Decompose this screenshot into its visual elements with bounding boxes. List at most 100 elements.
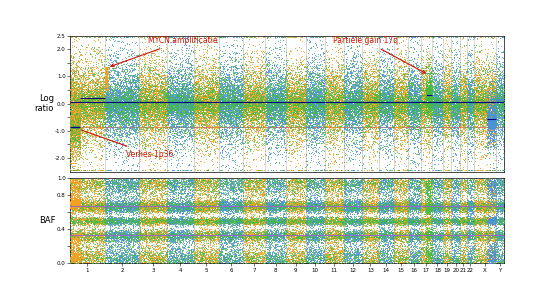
Point (167, 104, 176, 109)
Point (412, 191, 421, 196)
Point (98, 221, 107, 226)
Point (275, 126, 284, 131)
Point (255, 101, 264, 105)
Point (391, 101, 400, 106)
Point (157, 115, 166, 119)
Point (468, 89, 477, 94)
Point (366, 100, 375, 105)
Point (284, 104, 293, 109)
Point (253, 99, 262, 103)
Point (91, 110, 100, 115)
Point (146, 99, 155, 103)
Point (464, 208, 473, 213)
Point (223, 200, 232, 204)
Point (217, 126, 226, 131)
Point (138, 178, 147, 183)
Point (414, 250, 423, 255)
Point (165, 103, 174, 108)
Point (395, 210, 404, 215)
Point (121, 210, 130, 214)
Point (248, 90, 256, 95)
Point (86, 98, 95, 103)
Point (479, 213, 488, 218)
Point (456, 113, 465, 118)
Point (488, 207, 497, 211)
Point (389, 102, 398, 107)
Point (423, 209, 432, 214)
Point (326, 94, 335, 99)
Point (251, 98, 260, 103)
Point (249, 103, 258, 108)
Point (262, 102, 271, 107)
Point (228, 220, 237, 225)
Point (178, 205, 187, 209)
Point (78, 251, 87, 256)
Point (461, 230, 470, 235)
Point (168, 75, 177, 80)
Point (254, 89, 263, 94)
Point (482, 120, 491, 125)
Point (260, 215, 269, 220)
Point (392, 222, 401, 227)
Point (183, 103, 192, 108)
Point (97, 234, 106, 239)
Point (220, 217, 228, 221)
Point (399, 143, 408, 148)
Point (80, 220, 89, 224)
Point (344, 181, 353, 186)
Point (381, 231, 390, 236)
Point (132, 112, 141, 117)
Point (195, 178, 204, 182)
Point (170, 220, 179, 225)
Point (88, 65, 97, 69)
Point (350, 238, 359, 242)
Point (376, 139, 385, 143)
Point (419, 109, 428, 113)
Point (322, 112, 331, 117)
Point (281, 205, 290, 210)
Point (250, 222, 259, 227)
Point (366, 94, 375, 99)
Point (73, 217, 82, 221)
Point (268, 203, 277, 208)
Point (426, 247, 435, 252)
Point (215, 204, 224, 208)
Point (236, 106, 245, 111)
Point (473, 182, 482, 186)
Point (274, 254, 283, 258)
Point (76, 251, 85, 256)
Point (409, 96, 418, 101)
Point (70, 125, 79, 130)
Point (331, 206, 340, 210)
Point (82, 87, 91, 92)
Point (440, 83, 449, 88)
Point (435, 83, 444, 88)
Point (297, 199, 306, 204)
Point (87, 189, 96, 194)
Point (272, 101, 281, 106)
Point (97, 52, 106, 57)
Point (147, 182, 156, 187)
Point (476, 258, 485, 263)
Point (472, 96, 480, 100)
Point (194, 260, 203, 265)
Point (81, 155, 90, 160)
Point (418, 181, 427, 186)
Point (457, 179, 466, 184)
Point (215, 182, 224, 187)
Point (489, 120, 498, 124)
Point (232, 258, 241, 262)
Point (378, 221, 387, 226)
Point (484, 204, 493, 209)
Point (260, 97, 269, 102)
Point (335, 231, 344, 236)
Point (205, 199, 214, 203)
Point (97, 108, 106, 113)
Point (221, 203, 230, 208)
Point (482, 260, 491, 264)
Point (196, 235, 205, 240)
Point (118, 204, 127, 208)
Point (250, 120, 259, 124)
Point (160, 95, 169, 99)
Point (480, 233, 489, 237)
